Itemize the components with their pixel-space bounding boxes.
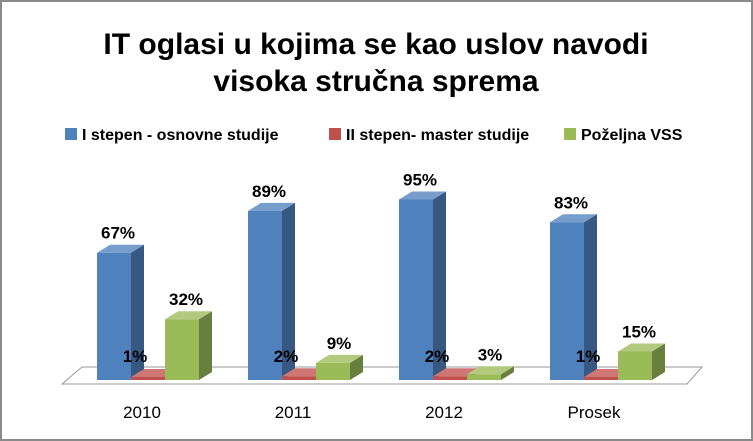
legend-swatch-series-3 (564, 128, 576, 140)
data-label-2010-series-1: 67% (101, 224, 135, 243)
bar-prosek-series-1 (550, 214, 597, 380)
chart-title-line-2: visoka stručna sprema (213, 65, 538, 98)
data-label-prosek-series-2: 1% (576, 347, 601, 366)
bar-2011-series-1-top (248, 202, 295, 211)
bar-prosek-series-3-front (618, 351, 652, 380)
bar-2011-series-3 (316, 354, 363, 380)
bar-2012-series-2-front (433, 376, 467, 380)
bar-2011-series-3-front (316, 362, 350, 380)
bar-2011-series-3-top (316, 354, 363, 363)
bar-prosek-series-3-top (618, 343, 665, 352)
bar-2011-series-1-side (282, 202, 295, 380)
bar-2011-series-2-front (282, 376, 316, 380)
bar-prosek-series-1-top (550, 214, 597, 223)
bars-group: 67% 1% 32% 89% 2% 9% 95% 2% 3% 83% 1% 15% (97, 171, 665, 380)
bar-2012-series-1-front (399, 199, 433, 380)
chart-floor (60, 366, 704, 385)
category-label-2010: 2010 (123, 403, 161, 422)
bar-prosek-series-2-front (584, 377, 618, 380)
bar-prosek-series-3 (618, 343, 665, 380)
data-label-2012-series-3: 3% (478, 345, 503, 364)
data-label-2010-series-3: 32% (169, 290, 203, 309)
bar-prosek-series-3-side (652, 343, 665, 380)
bar-2012-series-3-side (501, 366, 514, 380)
legend-label-series-3: Poželjna VSS (581, 127, 683, 144)
data-label-2011-series-1: 89% (252, 182, 286, 201)
bar-2012-series-3-front (467, 374, 501, 380)
legend-label-series-2: II stepen- master studije (346, 127, 529, 144)
data-label-2011-series-3: 9% (327, 334, 352, 353)
bar-2011-series-1 (248, 202, 295, 380)
legend-swatch-series-1 (65, 128, 77, 140)
category-label-2012: 2012 (425, 403, 463, 422)
category-label-2011: 2011 (275, 403, 312, 422)
bar-2011-series-3-side (350, 354, 363, 380)
data-label-2011-series-2: 2% (274, 347, 299, 366)
bar-2010-series-3-top (165, 311, 212, 320)
data-label-2012-series-1: 95% (403, 171, 437, 190)
chart-title-line-1: IT oglasi u kojima se kao uslov navodi (103, 28, 648, 61)
bar-2010-series-1-side (131, 244, 144, 380)
bar-2012-series-1-side (433, 191, 446, 380)
data-label-prosek-series-1: 83% (554, 193, 588, 212)
bar-2012-series-3 (467, 366, 514, 380)
bar-2012-series-1-top (399, 191, 446, 200)
data-label-2012-series-2: 2% (425, 347, 450, 366)
data-label-prosek-series-3: 15% (622, 323, 656, 342)
bar-2012-series-1 (399, 191, 446, 380)
category-label-prosek: Prosek (568, 403, 621, 422)
bar-2010-series-3-side (199, 311, 212, 380)
bar-2010-series-1-top (97, 244, 144, 253)
bar-2010-series-3 (165, 311, 212, 380)
bar-2010-series-3-front (165, 319, 199, 380)
bar-2010-series-1 (97, 244, 144, 380)
data-label-2010-series-2: 1% (123, 347, 148, 366)
bar-prosek-series-1-front (550, 222, 584, 380)
bar-2011-series-1-front (248, 210, 282, 380)
legend: I stepen - osnovne studije II stepen- ma… (65, 127, 683, 144)
bar-2012-series-3-top (467, 366, 514, 375)
bar-2010-series-1-front (97, 252, 131, 380)
bar-prosek-series-1-side (584, 214, 597, 380)
bar-2010-series-2-front (131, 377, 165, 380)
legend-label-series-1: I stepen - osnovne studije (82, 127, 279, 144)
legend-swatch-series-2 (329, 128, 341, 140)
